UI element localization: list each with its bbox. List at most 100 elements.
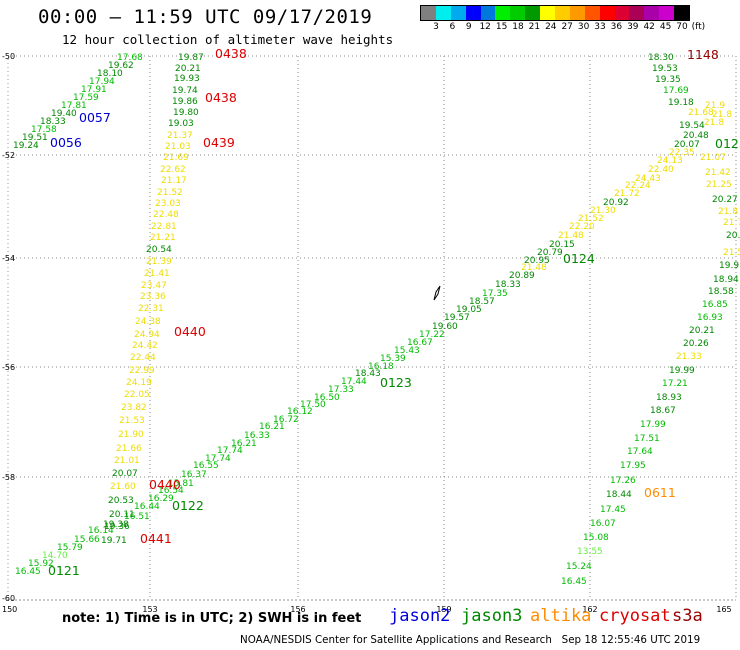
swh-value: 21.17 bbox=[161, 176, 187, 186]
lat-label: -54 bbox=[2, 254, 15, 263]
legend-label: 6 bbox=[449, 22, 456, 32]
swh-value: 16.51 bbox=[124, 512, 150, 522]
swh-value: 16.21 bbox=[231, 439, 257, 449]
swh-value: 21.72 bbox=[614, 189, 640, 199]
swh-value: 23.47 bbox=[141, 281, 167, 291]
swh-value: 21.5 bbox=[723, 248, 740, 258]
swh-value: 21.39 bbox=[146, 257, 172, 267]
swh-value: 16.85 bbox=[702, 300, 728, 310]
swh-value: 16.07 bbox=[590, 519, 616, 529]
legend-label: 39 bbox=[627, 22, 639, 32]
swh-value: 17.51 bbox=[634, 434, 660, 444]
swh-value: 21.03 bbox=[165, 142, 191, 152]
pass-id: 0124 bbox=[563, 251, 595, 266]
swh-value: 24.94 bbox=[134, 330, 160, 340]
swh-value: 16.45 bbox=[15, 567, 41, 577]
swh-value: 21.8 bbox=[718, 207, 738, 217]
swh-value: 22.48 bbox=[153, 210, 179, 220]
color-legend: 3 6 9 12 15 18 21 24 27 30 33 36 39 42 45 70 (ft) bbox=[420, 5, 705, 32]
swh-value: 16.54 bbox=[158, 486, 184, 496]
swh-value: 20.15 bbox=[549, 240, 575, 250]
swh-value: 21.52 bbox=[157, 188, 183, 198]
swh-value: 18.33 bbox=[40, 117, 66, 127]
legend-swatch bbox=[510, 6, 526, 20]
swh-value: 21.41 bbox=[144, 269, 170, 279]
swh-value: 15.81 bbox=[168, 479, 194, 489]
swh-value: 19.51 bbox=[22, 133, 48, 143]
swh-value: 17.21 bbox=[662, 379, 688, 389]
swh-value: 20.11 bbox=[109, 510, 135, 520]
island-outline bbox=[433, 285, 441, 301]
swh-value: 19.99 bbox=[669, 366, 695, 376]
lon-label: 162 bbox=[582, 605, 597, 614]
legend-swatch bbox=[450, 6, 466, 20]
swh-value: 16.12 bbox=[287, 407, 313, 417]
swh-value: 17.68 bbox=[117, 53, 143, 63]
swh-value: 18.57 bbox=[469, 297, 495, 307]
swh-value: 17.81 bbox=[61, 101, 87, 111]
lon-label: 156 bbox=[290, 605, 305, 614]
swh-value: 17.50 bbox=[300, 400, 326, 410]
swh-value: 15.24 bbox=[566, 562, 592, 572]
pass-id: 0440 bbox=[174, 324, 206, 339]
legend-swatch bbox=[584, 6, 600, 20]
legend-label: 12 bbox=[479, 22, 491, 32]
legend-swatch bbox=[569, 6, 585, 20]
swh-value: 19.87 bbox=[178, 53, 204, 63]
swh-value: 17.94 bbox=[89, 77, 115, 87]
swh-value: 16.50 bbox=[314, 393, 340, 403]
pass-id: 0440 bbox=[149, 477, 181, 492]
legend-swatch bbox=[465, 6, 481, 20]
swh-value: 24.13 bbox=[657, 156, 683, 166]
swh-value: 21.69 bbox=[163, 153, 189, 163]
swh-value: 21.07 bbox=[700, 153, 726, 163]
satellite-cryosat: cryosat bbox=[599, 606, 671, 626]
swh-value: 23.03 bbox=[155, 199, 181, 209]
legend-label: 15 bbox=[495, 22, 508, 32]
swh-value: 13.55 bbox=[577, 547, 603, 557]
swh-value: 17.22 bbox=[419, 330, 445, 340]
swh-value: 23.36 bbox=[140, 292, 166, 302]
swh-value: 19.71 bbox=[101, 536, 127, 546]
swh-value: 20.53 bbox=[108, 496, 134, 506]
footnote: note: 1) Time is in UTC; 2) SWH is in fe… bbox=[62, 611, 362, 626]
swh-value: 15.08 bbox=[583, 533, 609, 543]
legend-swatch bbox=[495, 6, 511, 20]
legend-label: 9 bbox=[465, 22, 472, 32]
swh-value: 21.25 bbox=[706, 180, 732, 190]
swh-value: 19.40 bbox=[51, 109, 77, 119]
page-subtitle: 12 hour collection of altimeter wave hei… bbox=[62, 32, 394, 47]
lat-label: -58 bbox=[2, 473, 15, 482]
swh-value: 20.54 bbox=[146, 245, 172, 255]
lat-label: -60 bbox=[2, 594, 15, 603]
swh-value: 24.38 bbox=[135, 317, 161, 327]
legend-swatch bbox=[599, 6, 615, 20]
swh-value: 19.93 bbox=[174, 74, 200, 84]
swh-value: 21.90 bbox=[118, 430, 144, 440]
swh-value: 16.37 bbox=[181, 470, 207, 480]
swh-value: 21.42 bbox=[705, 168, 731, 178]
swh-value: 17.91 bbox=[81, 85, 107, 95]
swh-value: 19.18 bbox=[668, 98, 694, 108]
swh-value: 19.05 bbox=[456, 305, 482, 315]
swh-value: 18.58 bbox=[708, 287, 734, 297]
pass-id: 0441 bbox=[140, 531, 172, 546]
swh-value: 19.38 bbox=[103, 520, 129, 530]
swh-value: 15.92 bbox=[28, 559, 54, 569]
swh-value: 19.9 bbox=[719, 261, 739, 271]
swh-value: 15.66 bbox=[74, 535, 100, 545]
swh-value: 19.36 bbox=[104, 522, 130, 532]
legend-swatch bbox=[555, 6, 570, 20]
swh-value: 22.81 bbox=[151, 222, 177, 232]
swh-value: 17.69 bbox=[663, 86, 689, 96]
lat-label: -52 bbox=[2, 151, 15, 160]
swh-value: 19.03 bbox=[168, 119, 194, 129]
swh-value: 22.20 bbox=[569, 222, 595, 232]
swh-value: 21.30 bbox=[590, 206, 616, 216]
swh-value: 16.67 bbox=[407, 338, 433, 348]
swh-value: 21.33 bbox=[676, 352, 702, 362]
swh-value: 15.39 bbox=[380, 354, 406, 364]
swh-value: 22.99 bbox=[129, 366, 155, 376]
pass-id: 0439 bbox=[203, 135, 235, 150]
lat-label: -56 bbox=[2, 363, 15, 372]
